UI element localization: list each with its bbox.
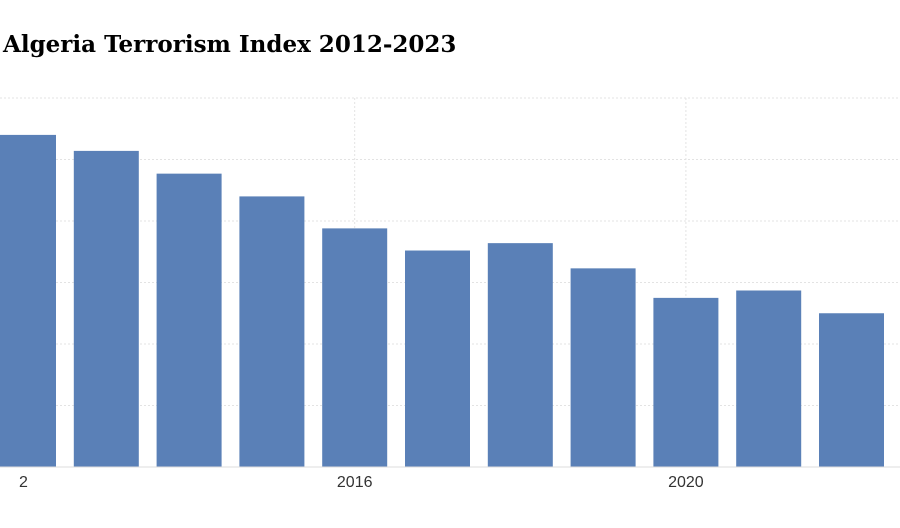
bar-2021 bbox=[736, 290, 802, 467]
bar-2012 bbox=[0, 134, 56, 467]
bar-2018 bbox=[487, 243, 553, 467]
bar-2019 bbox=[570, 268, 636, 467]
x-tick-label: 2020 bbox=[668, 474, 704, 491]
bar-2014 bbox=[156, 173, 222, 467]
bar-2022 bbox=[819, 313, 884, 467]
bar-2020 bbox=[653, 297, 719, 467]
x-tick-label: 2 bbox=[19, 474, 28, 491]
bar-2017 bbox=[405, 250, 470, 467]
bar-2016 bbox=[322, 228, 388, 467]
bar-2013 bbox=[73, 150, 139, 467]
chart-title: Algeria Terrorism Index 2012-2023 bbox=[3, 31, 457, 58]
x-tick-label: 2016 bbox=[337, 474, 373, 491]
bars bbox=[0, 134, 884, 467]
x-tick-labels: 2 2016 2020 bbox=[19, 474, 704, 491]
bar-2015 bbox=[239, 196, 305, 467]
